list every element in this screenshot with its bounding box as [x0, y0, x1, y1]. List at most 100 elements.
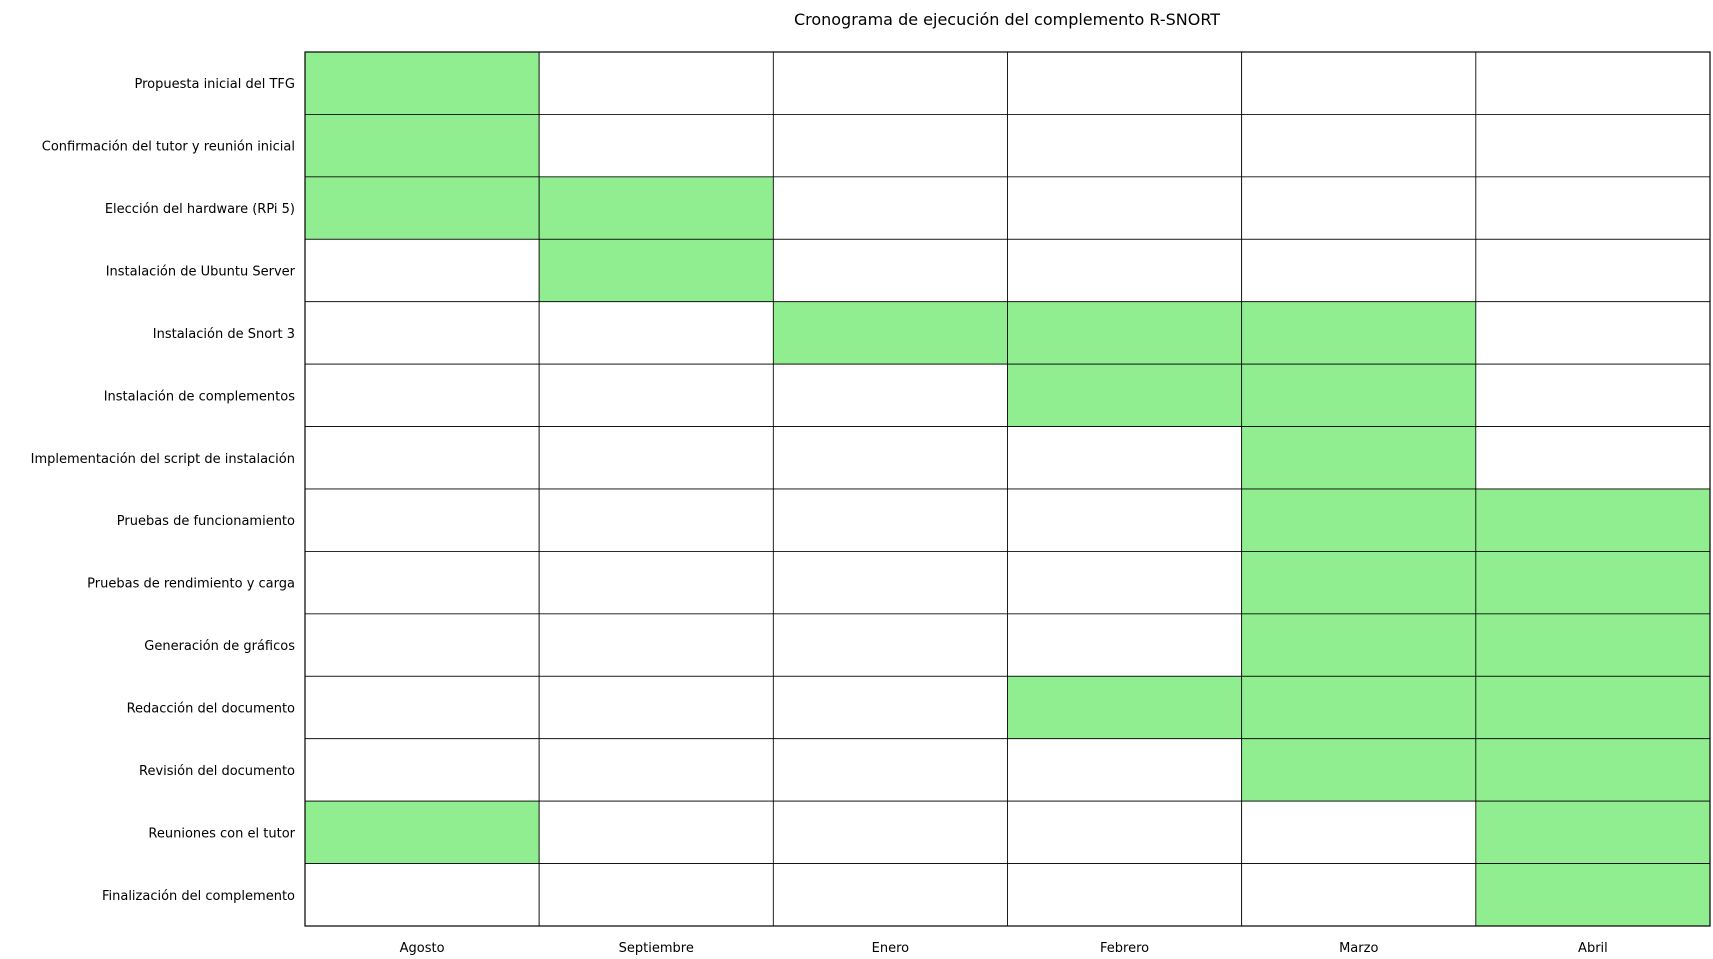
task-label: Generación de gráficos [144, 639, 295, 654]
schedule-cell [772, 863, 1008, 927]
schedule-cell [1007, 301, 1243, 365]
schedule-cell [1241, 301, 1477, 365]
schedule-cell [772, 363, 1008, 427]
task-label: Elección del hardware (RPi 5) [105, 202, 295, 217]
chart-title: Cronograma de ejecución del complemento … [794, 10, 1220, 29]
schedule-cell [1241, 51, 1477, 115]
schedule-cell [1475, 114, 1711, 178]
schedule-cell [1475, 176, 1711, 240]
month-label: Agosto [400, 941, 445, 956]
schedule-cell [772, 738, 1008, 802]
schedule-cell [304, 551, 540, 615]
schedule-cell [304, 738, 540, 802]
task-label: Finalización del complemento [102, 889, 295, 904]
schedule-cell [1241, 800, 1477, 864]
task-label: Instalación de complementos [104, 389, 296, 404]
schedule-cell [772, 238, 1008, 303]
schedule-cell [538, 800, 774, 864]
task-label: Pruebas de funcionamiento [117, 514, 295, 529]
schedule-cell [772, 613, 1008, 677]
schedule-cell [1241, 738, 1477, 802]
task-label: Pruebas de rendimiento y carga [87, 577, 295, 592]
task-label: Revisión del documento [139, 764, 295, 779]
schedule-cell [304, 488, 540, 552]
schedule-cell [538, 51, 774, 115]
month-label: Enero [872, 941, 910, 956]
schedule-cell [1007, 551, 1243, 615]
schedule-cell [1007, 488, 1243, 552]
schedule-cell [1007, 613, 1243, 677]
schedule-cell [1007, 114, 1243, 178]
month-label: Febrero [1100, 941, 1149, 956]
schedule-cell [304, 51, 540, 115]
schedule-cell [538, 426, 774, 490]
schedule-cell [538, 238, 774, 303]
month-label: Septiembre [619, 941, 694, 956]
schedule-cell [772, 426, 1008, 490]
schedule-cell [1475, 675, 1711, 740]
schedule-cell [1241, 426, 1477, 490]
schedule-cell [538, 114, 774, 178]
schedule-cell [772, 176, 1008, 240]
schedule-cell [1475, 488, 1711, 552]
schedule-cell [1241, 176, 1477, 240]
schedule-cell [1475, 238, 1711, 303]
schedule-cell [538, 613, 774, 677]
schedule-cell [1475, 301, 1711, 365]
schedule-cell [1241, 363, 1477, 427]
schedule-cell [1241, 863, 1477, 927]
schedule-cell [538, 301, 774, 365]
schedule-cell [304, 176, 540, 240]
month-label: Marzo [1339, 941, 1378, 956]
schedule-cell [1475, 738, 1711, 802]
schedule-cell [1475, 426, 1711, 490]
schedule-cell [538, 551, 774, 615]
schedule-cell [538, 863, 774, 927]
schedule-cell [1007, 238, 1243, 303]
task-label: Instalación de Ubuntu Server [106, 265, 296, 280]
schedule-cell [1241, 114, 1477, 178]
schedule-cell [772, 301, 1008, 365]
schedule-cell [1007, 426, 1243, 490]
schedule-cell [304, 675, 540, 740]
schedule-cell [538, 738, 774, 802]
schedule-cell [538, 363, 774, 427]
cell-layer [304, 51, 1711, 927]
schedule-cell [538, 488, 774, 552]
task-label: Propuesta inicial del TFG [134, 77, 295, 92]
schedule-cell [772, 551, 1008, 615]
schedule-cell [304, 114, 540, 178]
schedule-cell [1007, 363, 1243, 427]
plot-frame [304, 51, 1711, 927]
schedule-cell [772, 675, 1008, 740]
schedule-cell [304, 613, 540, 677]
schedule-cell [772, 800, 1008, 864]
schedule-cell [1475, 800, 1711, 864]
month-label: Abril [1578, 941, 1608, 956]
schedule-cell [1241, 488, 1477, 552]
task-label-layer: Propuesta inicial del TFG Confirmación de… [31, 77, 296, 904]
task-label: Implementación del script de instalación [31, 452, 295, 467]
schedule-cell [304, 238, 540, 303]
schedule-cell [1475, 613, 1711, 677]
month-label-layer: Agosto Septiembre Enero Febrero Marzo Abril [400, 941, 1608, 956]
schedule-cell [1007, 176, 1243, 240]
schedule-cell [538, 675, 774, 740]
schedule-cell [772, 51, 1008, 115]
schedule-cell [538, 176, 774, 240]
schedule-cell [1007, 51, 1243, 115]
schedule-cell [1475, 363, 1711, 427]
task-label: Instalación de Snort 3 [153, 327, 295, 342]
schedule-cell [304, 301, 540, 365]
schedule-cell [772, 488, 1008, 552]
schedule-cell [1007, 675, 1243, 740]
schedule-cell [1241, 675, 1477, 740]
schedule-cell [1007, 800, 1243, 864]
schedule-cell [1007, 863, 1243, 927]
schedule-cell [304, 363, 540, 427]
task-label: Confirmación del tutor y reunión inicial [42, 140, 295, 155]
schedule-cell [1475, 551, 1711, 615]
schedule-cell [1241, 238, 1477, 303]
schedule-cell [304, 800, 540, 864]
